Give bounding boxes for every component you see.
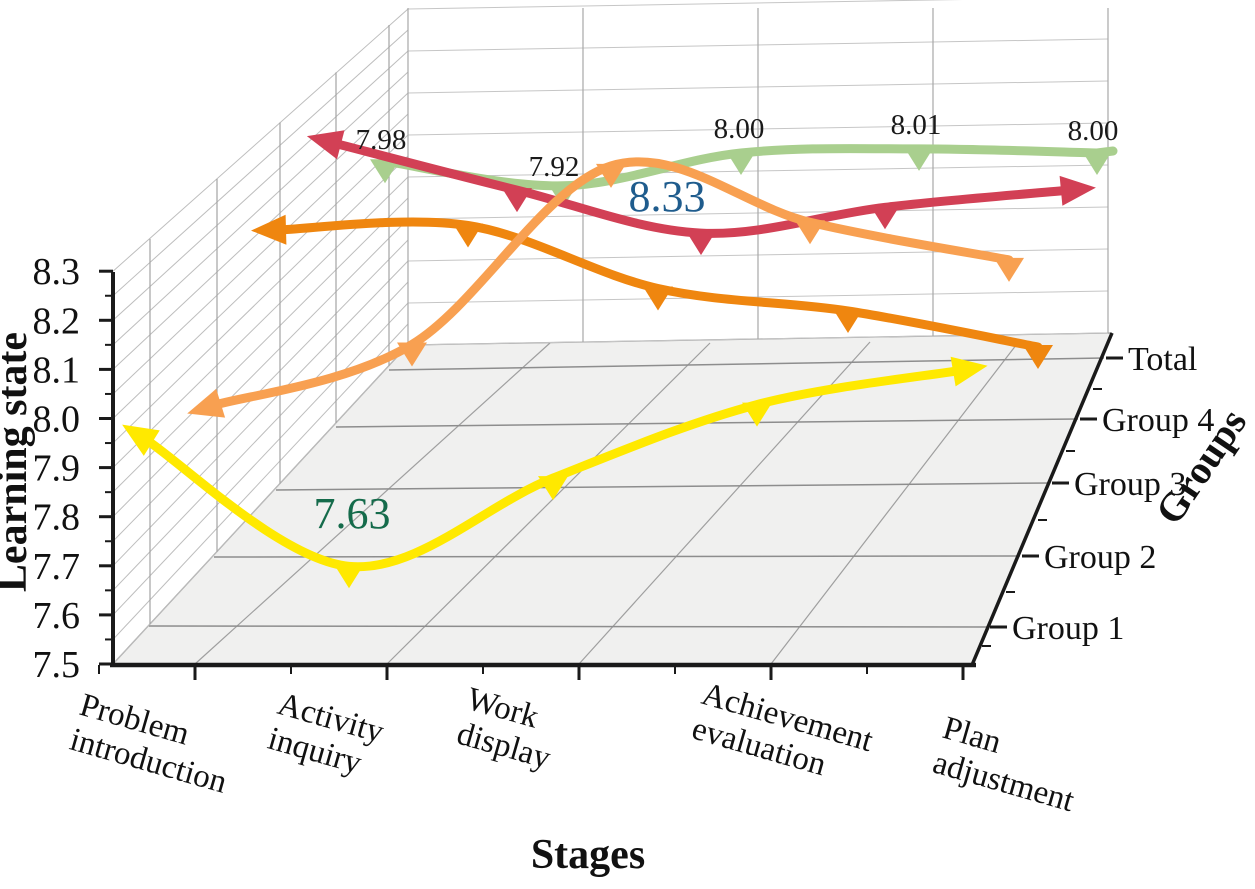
data-point-marker	[1023, 345, 1053, 369]
stage-label: Activityinquiry	[264, 686, 388, 785]
data-point-marker	[370, 159, 400, 184]
annotation-total-s4: 8.01	[891, 109, 942, 141]
y-tick-label: 7.6	[33, 595, 81, 637]
grid-line	[112, 323, 409, 640]
floor-group-line	[213, 555, 1021, 558]
z-axis-line	[970, 332, 1114, 666]
series-total	[370, 144, 1118, 208]
floor-stage-line	[386, 342, 711, 665]
data-point-marker	[870, 205, 900, 230]
stage-label: Workdisplay	[453, 681, 565, 777]
annotation-total-s5: 8.00	[1068, 115, 1119, 147]
y-axis-title: Learning state	[0, 332, 36, 592]
data-point-marker	[1082, 151, 1112, 175]
grid-line	[112, 8, 409, 272]
line-start-arrow	[306, 130, 345, 160]
grid-line	[112, 134, 409, 419]
floor-group-line	[275, 482, 1051, 491]
chart-render-root: 7.5 7.6 7.7 7.8 7.9 8.0 8.1 8.2 8.3 Group 1 Group …	[33, 0, 1215, 819]
grid-line	[112, 113, 409, 395]
floor-fill	[113, 333, 1112, 664]
data-point-marker	[742, 402, 772, 427]
grid-line	[112, 155, 409, 444]
data-point-marker	[502, 188, 532, 213]
data-point-marker	[833, 309, 863, 333]
data-point-marker	[726, 151, 756, 175]
z-tick-label: Group 3	[1074, 466, 1186, 503]
line-start-arrow	[187, 388, 226, 418]
y-tick-label: 8.0	[33, 399, 81, 441]
y-tick-label: 8.1	[33, 349, 81, 391]
z-tick-label: Total	[1128, 341, 1197, 378]
data-point-marker	[643, 286, 673, 311]
y-tick-label: 7.8	[33, 497, 81, 539]
grid-line	[112, 71, 409, 346]
data-point-marker	[538, 476, 568, 501]
grid-line	[112, 218, 409, 518]
back-wall-grid	[407, 0, 1109, 346]
back-wall-horizontal	[407, 0, 963, 10]
line-start-arrow	[251, 214, 287, 245]
z-tick-label: Group 2	[1044, 539, 1156, 576]
floor-plane	[112, 332, 1113, 665]
grid-line	[112, 260, 409, 567]
data-point-marker	[334, 564, 364, 589]
grid-line	[112, 50, 409, 321]
series-group-3	[251, 214, 1053, 369]
floor-stage-line	[578, 341, 871, 665]
series-group-2	[187, 157, 1024, 418]
grid-line	[112, 344, 409, 665]
y-tick-label: 7.5	[33, 644, 81, 686]
line-start-arrow	[122, 424, 160, 456]
floor-stage-line	[770, 339, 1021, 665]
annotation-total-s2: 7.92	[529, 151, 580, 183]
grid-line	[112, 302, 409, 616]
stage-label: Problemintroduction	[66, 687, 241, 801]
data-point-marker	[994, 257, 1024, 282]
series-group-4	[306, 130, 1096, 256]
x-axis-title: Stages	[531, 832, 645, 878]
z-tick-label: Group 1	[1012, 610, 1124, 647]
floor-stage-line	[194, 342, 551, 665]
grid-line	[112, 281, 409, 591]
stage-label: Achievementevaluation	[688, 676, 877, 794]
annotation-total-s3: 8.00	[714, 113, 765, 145]
data-point-marker	[397, 342, 427, 367]
floor-group-line	[388, 357, 1105, 371]
annotation-g2-peak: 8.33	[629, 172, 706, 221]
grid-line	[112, 197, 409, 493]
y-tick-label: 8.2	[33, 300, 81, 342]
floor-group-line	[148, 625, 989, 628]
data-point-marker	[686, 231, 716, 256]
data-point-marker	[795, 220, 825, 245]
data-annotations: 7.987.928.00 8.01 8.008.337.63	[314, 109, 1119, 538]
y-tick-label: 7.7	[33, 546, 81, 588]
left-wall-grid	[112, 8, 409, 665]
line-end-arrow	[1059, 175, 1096, 206]
annotation-g1-dip: 7.63	[314, 489, 391, 538]
grid-line	[112, 29, 409, 297]
data-point-marker	[904, 146, 934, 171]
data-point-marker	[453, 223, 483, 248]
series-group-1	[122, 356, 988, 589]
data-point-marker	[596, 163, 626, 188]
y-tick-label: 8.3	[33, 251, 81, 293]
z-tick-label: Group 4	[1102, 402, 1214, 439]
annotation-total-s1: 7.98	[356, 124, 407, 156]
line-end-arrow	[950, 356, 988, 387]
stage-label: Planadjustment	[929, 710, 1088, 819]
y-tick-label: 7.9	[33, 448, 81, 490]
axes: 7.5 7.6 7.7 7.8 7.9 8.0 8.1 8.2 8.3 Group 1 Group …	[33, 251, 1215, 686]
